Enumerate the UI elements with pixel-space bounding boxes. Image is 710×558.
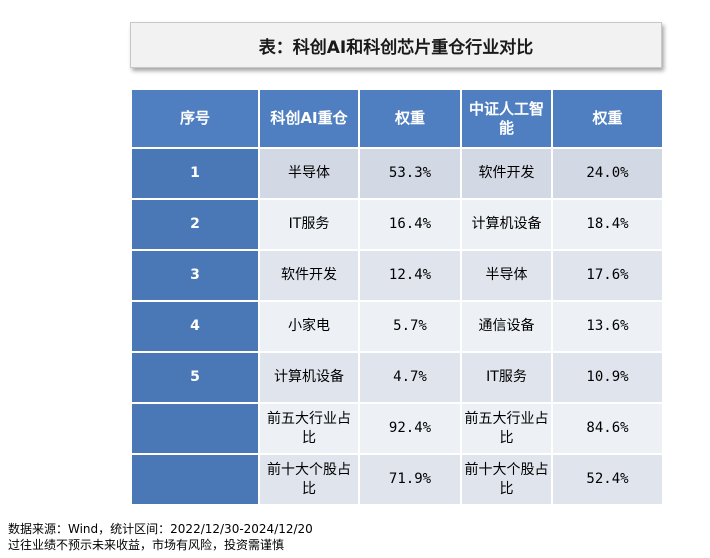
b-industry-cell: 软件开发	[460, 147, 553, 200]
row-rank	[130, 402, 260, 455]
a-weight-cell: 12.4%	[358, 249, 462, 302]
table-title: 表：科创AI和科创芯片重仓行业对比	[130, 22, 662, 68]
a-industry-cell: IT服务	[258, 198, 360, 251]
b-industry-cell: 前十大个股占比	[460, 453, 553, 506]
table-row: 1 半导体 53.3% 软件开发 24.0%	[130, 147, 664, 200]
data-source-note: 数据来源：Wind，统计区间：2022/12/30-2024/12/20	[8, 522, 313, 536]
a-industry-cell: 小家电	[258, 300, 360, 353]
b-weight-cell: 18.4%	[551, 198, 664, 251]
a-weight-cell: 5.7%	[358, 300, 462, 353]
table-row: 5 计算机设备 4.7% IT服务 10.9%	[130, 351, 664, 404]
table-header-row: 序号 科创AI重仓 权重 中证人工智能 权重	[130, 88, 664, 149]
row-rank: 4	[130, 300, 260, 353]
row-rank: 1	[130, 147, 260, 200]
footnote: 数据来源：Wind，统计区间：2022/12/30-2024/12/20 过往业…	[8, 521, 313, 553]
a-weight-cell: 16.4%	[358, 198, 462, 251]
b-industry-cell: 前五大行业占比	[460, 402, 553, 455]
a-industry-cell: 半导体	[258, 147, 360, 200]
b-industry-cell: 半导体	[460, 249, 553, 302]
a-weight-cell: 4.7%	[358, 351, 462, 404]
table-row: 2 IT服务 16.4% 计算机设备 18.4%	[130, 198, 664, 251]
b-weight-cell: 24.0%	[551, 147, 664, 200]
risk-disclaimer: 过往业绩不预示未来收益，市场有风险，投资需谨慎	[8, 538, 285, 552]
header-b-industry: 中证人工智能	[460, 88, 553, 149]
table-row: 3 软件开发 12.4% 半导体 17.6%	[130, 249, 664, 302]
a-weight-cell: 71.9%	[358, 453, 462, 506]
table-row: 前五大行业占比 92.4% 前五大行业占比 84.6%	[130, 402, 664, 455]
industry-comparison-table: 序号 科创AI重仓 权重 中证人工智能 权重 1 半导体 53.3% 软件开发 …	[130, 88, 664, 506]
b-weight-cell: 13.6%	[551, 300, 664, 353]
a-industry-cell: 软件开发	[258, 249, 360, 302]
row-rank	[130, 453, 260, 506]
b-weight-cell: 17.6%	[551, 249, 664, 302]
header-rank: 序号	[130, 88, 260, 149]
b-weight-cell: 84.6%	[551, 402, 664, 455]
b-weight-cell: 10.9%	[551, 351, 664, 404]
row-rank: 2	[130, 198, 260, 251]
b-weight-cell: 52.4%	[551, 453, 664, 506]
row-rank: 5	[130, 351, 260, 404]
header-a-weight: 权重	[358, 88, 462, 149]
a-industry-cell: 前十大个股占比	[258, 453, 360, 506]
a-industry-cell: 计算机设备	[258, 351, 360, 404]
b-industry-cell: 计算机设备	[460, 198, 553, 251]
a-weight-cell: 53.3%	[358, 147, 462, 200]
b-industry-cell: 通信设备	[460, 300, 553, 353]
a-industry-cell: 前五大行业占比	[258, 402, 360, 455]
row-rank: 3	[130, 249, 260, 302]
table-row: 前十大个股占比 71.9% 前十大个股占比 52.4%	[130, 453, 664, 506]
table-row: 4 小家电 5.7% 通信设备 13.6%	[130, 300, 664, 353]
header-a-industry: 科创AI重仓	[258, 88, 360, 149]
b-industry-cell: IT服务	[460, 351, 553, 404]
a-weight-cell: 92.4%	[358, 402, 462, 455]
header-b-weight: 权重	[551, 88, 664, 149]
